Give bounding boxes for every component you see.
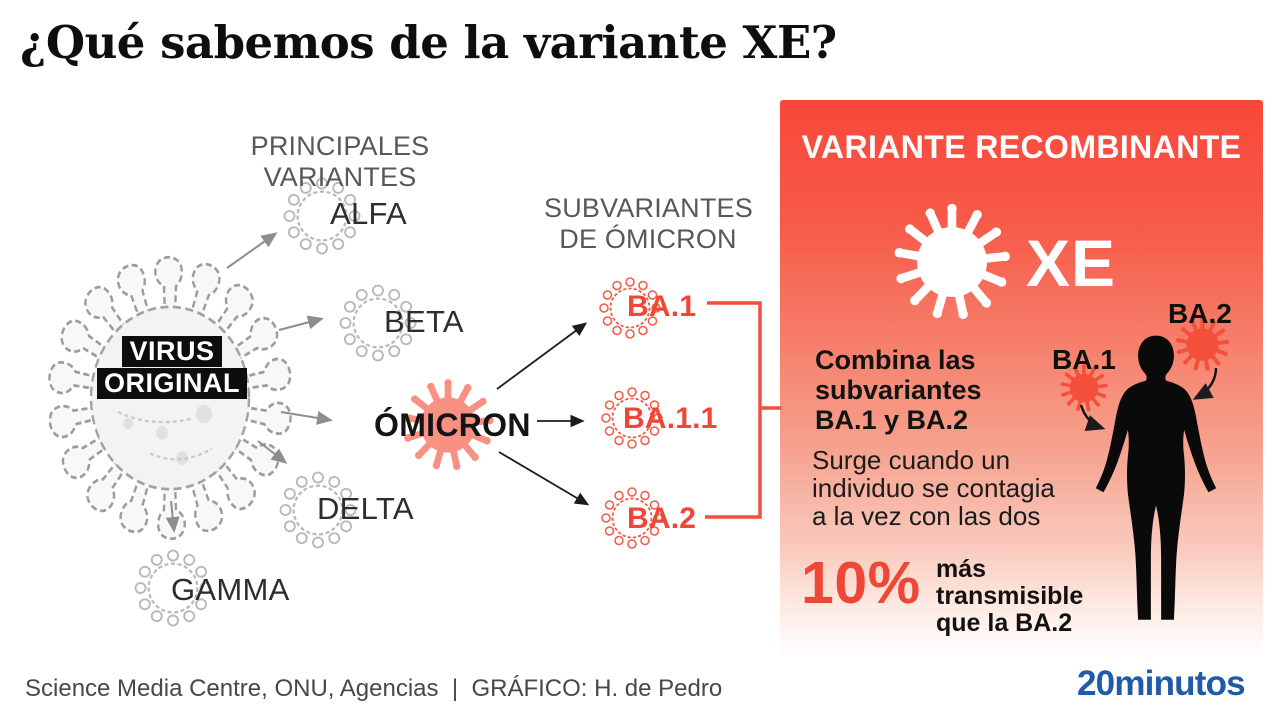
variant-label-delta: DELTA xyxy=(317,491,414,526)
figure-label-ba1: BA.1 xyxy=(1052,344,1116,375)
combines-text: Combina las subvariantes BA.1 y BA.2 xyxy=(815,345,982,435)
variant-label-gamma: GAMMA xyxy=(171,572,290,607)
combines-line2: subvariantes xyxy=(815,375,982,405)
subvariants-heading: SUBVARIANTES DE ÓMICRON xyxy=(544,193,753,255)
figure-label-ba2: BA.2 xyxy=(1168,298,1232,329)
variant-label-omicron: ÓMICRON xyxy=(374,407,531,443)
variant-label-alfa: ALFA xyxy=(330,196,408,231)
subvariant-label-ba11: BA.1.1 xyxy=(623,402,718,435)
main-variants-heading: PRINCIPALES VARIANTES xyxy=(250,131,430,192)
xe-variant-name: XE xyxy=(1026,226,1117,300)
brand-logo: 20minutos xyxy=(1077,664,1246,703)
original-virus-label-line1: VIRUS xyxy=(122,336,222,367)
emergence-line1: Surge cuando un xyxy=(812,445,1011,475)
subvariants-heading-line1: SUBVARIANTES xyxy=(544,193,753,223)
stat-caption-line1: más xyxy=(936,555,987,583)
combines-line1: Combina las xyxy=(815,345,976,375)
variant-label-beta: BETA xyxy=(384,304,464,339)
emergence-line3: a la vez con las dos xyxy=(812,501,1041,531)
emergence-text: Surge cuando un individuo se contagia a … xyxy=(812,446,1055,530)
source-credit: Science Media Centre, ONU, Agencias | GR… xyxy=(25,675,723,702)
transmissibility-stat-value: 10% xyxy=(801,550,921,616)
arrow-to-ba1 xyxy=(496,322,588,390)
stat-caption-line2: transmisible xyxy=(936,582,1084,610)
subvariant-label-ba1: BA.1 xyxy=(627,290,697,323)
arrow-to-delta xyxy=(257,440,288,464)
subvariant-label-ba2: BA.2 xyxy=(627,502,697,535)
arrow-to-beta xyxy=(278,315,324,331)
stat-caption-line3: que la BA.2 xyxy=(936,609,1073,637)
arrow-to-alfa xyxy=(226,232,278,269)
combines-line3: BA.1 y BA.2 xyxy=(815,405,969,435)
emergence-line2: individuo se contagia xyxy=(812,473,1055,503)
page-title: ¿Qué sabemos de la variante XE? xyxy=(20,16,837,69)
recombinant-panel-heading: VARIANTE RECOMBINANTE xyxy=(801,129,1242,165)
arrow-to-gamma xyxy=(165,500,180,533)
arrow-to-ba2 xyxy=(498,451,590,506)
original-virus-label-line2: ORIGINAL xyxy=(97,368,247,399)
original-virus-label: VIRUS ORIGINAL xyxy=(52,336,292,399)
subvariants-heading-line2: DE ÓMICRON xyxy=(559,224,737,254)
transmissibility-stat-caption: más transmisible que la BA.2 xyxy=(936,556,1083,637)
arrow-to-omicron xyxy=(280,410,333,425)
